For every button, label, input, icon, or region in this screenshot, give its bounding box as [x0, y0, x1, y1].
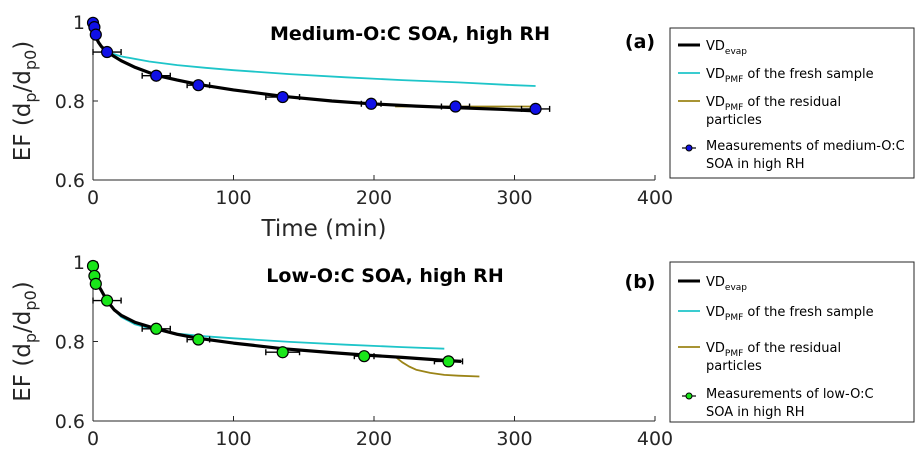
legend-text: Measurements of low-O:C [706, 387, 874, 402]
legend-entry-label: VDevap [706, 39, 747, 57]
y-tick-label: 1 [73, 252, 85, 274]
y-tick-label: 0.8 [55, 332, 85, 354]
legend-entry-label: Measurements of medium-O:C [706, 139, 905, 154]
data-point [89, 277, 102, 290]
legend-text: particles [706, 359, 762, 374]
legend-text-sub: PMF [725, 313, 743, 323]
y-axis-label: EF (dp/dp0) [10, 281, 40, 402]
data-point [150, 322, 163, 335]
chart-panel-2: 0 100 200 300 400 0.6 0.8 1 EF (dp/dp0) Low-O:C S… [10, 252, 915, 450]
x-tick-label: 400 [637, 428, 673, 450]
legend-text: SOA in high RH [706, 157, 805, 172]
x-tick-label: 0 [87, 428, 99, 450]
chart-title: Medium-O:C SOA, high RH [270, 23, 550, 45]
legend-box [669, 27, 915, 179]
chart-panel-1: 0 100 200 300 400 0.6 0.8 1 EF (dp/dp0) Time (min… [10, 12, 915, 242]
y-axis-label-sub: p0 [21, 290, 40, 310]
y-axis-label-text: ) [10, 41, 36, 50]
legend-text: of the fresh sample [743, 305, 873, 320]
legend-text: particles [706, 113, 762, 128]
y-axis-label-sub: p0 [21, 50, 40, 70]
series-line-vd-pmf-fresh [106, 51, 536, 87]
legend-text-sub: PMF [725, 103, 743, 113]
panel-label: (a) [625, 31, 655, 53]
data-point [276, 90, 289, 104]
data-point [529, 102, 542, 116]
panel-label: (b) [625, 271, 656, 293]
legend-text: of the fresh sample [743, 67, 873, 82]
x-tick-label: 100 [215, 428, 251, 450]
legend-text: VD [706, 95, 725, 110]
data-point [89, 28, 102, 41]
y-axis-label-text: /d [10, 70, 36, 92]
legend-swatch-marker [685, 392, 693, 400]
data-point [449, 100, 462, 113]
x-axis-label: Time (min) [261, 216, 387, 242]
legend-text: of the residual [743, 341, 841, 356]
legend-text-sub: evap [725, 47, 747, 57]
legend-entry-label: SOA in high RH [706, 157, 805, 172]
x-tick-label: 100 [215, 187, 251, 209]
x-tick-label: 200 [356, 187, 392, 209]
data-point [442, 355, 455, 368]
legend-text: Measurements of medium-O:C [706, 139, 905, 154]
legend-box [669, 261, 915, 423]
legend-swatch-marker [685, 144, 693, 152]
x-tick-label: 200 [356, 428, 392, 450]
y-tick-label: 1 [73, 12, 85, 34]
legend-entry-label: VDevap [706, 275, 747, 293]
legend-text-sub: PMF [725, 75, 743, 85]
legend-entry-label: SOA in high RH [706, 405, 805, 420]
y-axis-label-sub: p [21, 333, 40, 343]
legend-entry-label: VDPMF of the residual [706, 95, 841, 113]
legend-text: VD [706, 305, 725, 320]
data-point [100, 45, 114, 59]
data-point [192, 79, 205, 92]
legend-entry-label: Measurements of low-O:C [706, 387, 874, 402]
legend-entry-label: particles [706, 359, 762, 374]
data-point [358, 350, 371, 363]
x-tick-label: 400 [637, 187, 673, 209]
data-point [276, 346, 289, 359]
y-axis-label-sub: p [21, 92, 40, 102]
legend-text: VD [706, 275, 725, 290]
data-point [100, 294, 114, 307]
legend-text-sub: PMF [725, 349, 743, 359]
legend-text-sub: evap [725, 283, 747, 293]
y-axis-label-text: ) [10, 281, 36, 290]
legend-text: SOA in high RH [706, 405, 805, 420]
legend-entry-label: VDPMF of the fresh sample [706, 67, 874, 85]
y-tick-label: 0.6 [55, 411, 85, 433]
data-point [150, 69, 163, 82]
legend-entry-label: VDPMF of the residual [706, 341, 841, 359]
x-tick-label: 0 [87, 187, 99, 209]
y-axis-label-text: EF (d [10, 343, 36, 402]
x-tick-label: 300 [496, 428, 532, 450]
legend-text: VD [706, 39, 725, 54]
y-axis-label-text: /d [10, 311, 36, 333]
chart-title: Low-O:C SOA, high RH [266, 265, 503, 287]
legend-text: VD [706, 67, 725, 82]
series-line-vd-evap [91, 21, 536, 113]
y-axis-label-text: EF (d [10, 103, 36, 162]
y-axis-label: EF (dp/dp0) [10, 41, 40, 162]
legend-entry-label: particles [706, 113, 762, 128]
data-point [192, 333, 205, 346]
legend-entry-label: VDPMF of the fresh sample [706, 305, 874, 323]
data-point [365, 97, 378, 110]
legend-text: of the residual [743, 95, 841, 110]
x-tick-label: 300 [496, 187, 532, 209]
legend-text: VD [706, 341, 725, 356]
data-point [86, 259, 100, 273]
y-tick-label: 0.6 [55, 170, 85, 192]
y-tick-label: 0.8 [55, 91, 85, 113]
series-line-vd-pmf-residual [394, 355, 480, 378]
